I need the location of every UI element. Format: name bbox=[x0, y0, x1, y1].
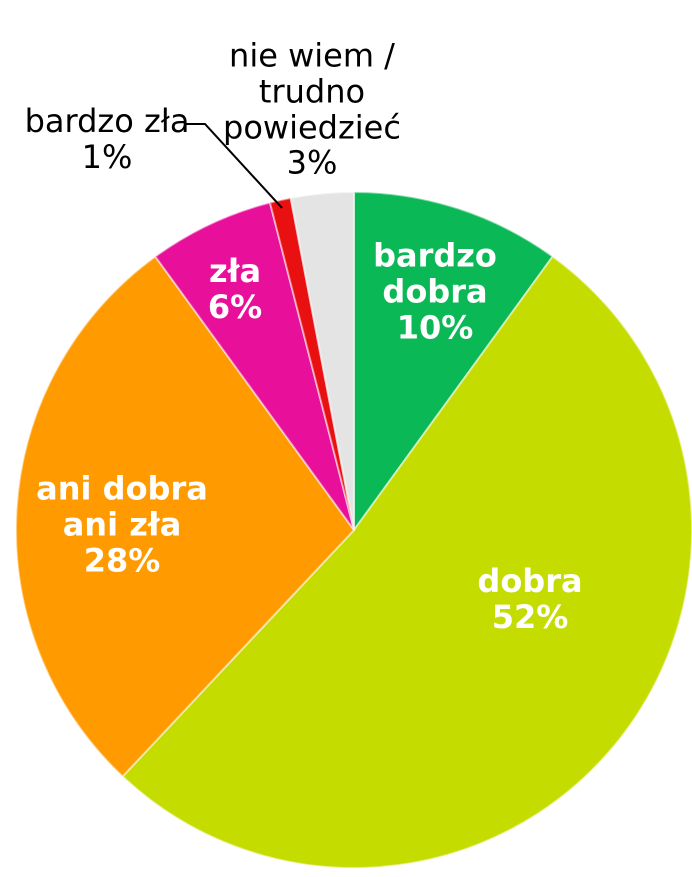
leader-line bbox=[185, 123, 283, 209]
category-label: bardzo dobra bbox=[373, 236, 497, 311]
slice-label: dobra 52% bbox=[430, 562, 630, 636]
slice-label: bardzo zła 1% bbox=[0, 102, 222, 176]
pie-slice bbox=[121, 255, 692, 869]
pie-slice bbox=[353, 190, 555, 534]
pie-slice bbox=[15, 255, 356, 778]
slice-label: nie wiem / trudno powiedzieć 3% bbox=[205, 36, 420, 182]
category-label: nie wiem / trudno powiedzieć bbox=[223, 36, 401, 146]
category-label: zła bbox=[208, 252, 262, 291]
slice-label: ani dobra ani zła 28% bbox=[7, 469, 237, 579]
category-label: dobra bbox=[477, 562, 583, 601]
slice-label: zła 6% bbox=[175, 252, 295, 326]
value-label: 28% bbox=[83, 540, 161, 579]
value-label: 3% bbox=[286, 143, 338, 182]
category-label: bardzo zła bbox=[24, 102, 190, 141]
slice-label: bardzo dobra 10% bbox=[350, 236, 520, 346]
value-label: 52% bbox=[491, 598, 569, 636]
pie-slice bbox=[289, 190, 355, 531]
category-label: ani dobra ani zła bbox=[36, 469, 208, 544]
pie-slice bbox=[153, 201, 355, 531]
value-label: 10% bbox=[396, 307, 474, 346]
value-label: 1% bbox=[81, 138, 133, 176]
value-label: 6% bbox=[207, 288, 263, 326]
